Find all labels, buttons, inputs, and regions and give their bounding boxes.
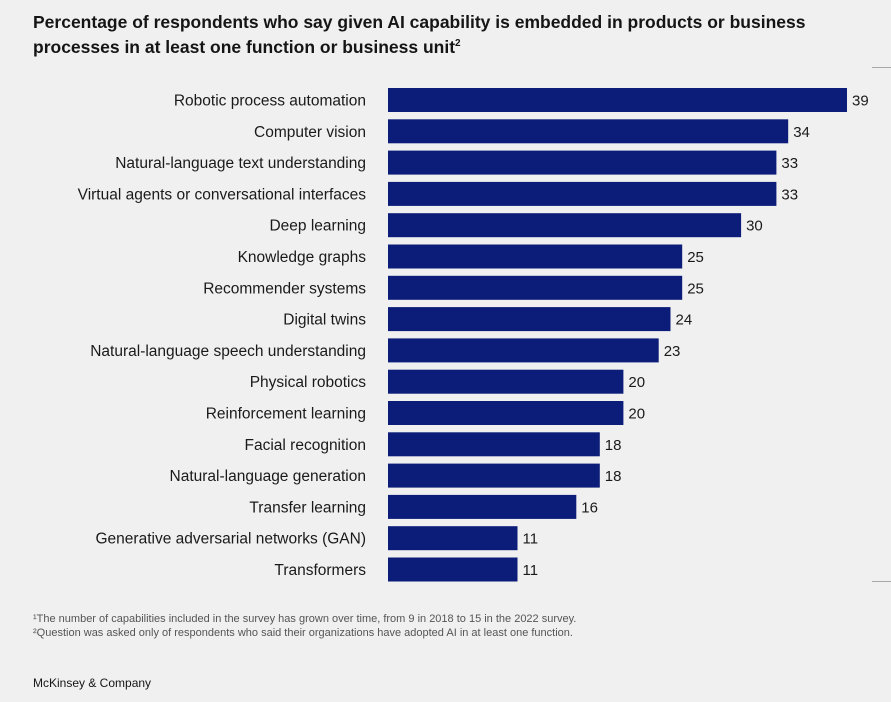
category-label: Reinforcement learning [206, 406, 366, 423]
bar [388, 557, 518, 582]
bar [388, 463, 600, 488]
bar [388, 119, 789, 144]
bar [388, 181, 777, 206]
bar [388, 526, 518, 551]
bar [388, 213, 742, 238]
bar [388, 150, 777, 175]
footnote-1: ¹The number of capabilities included in … [33, 613, 577, 625]
bar [388, 244, 683, 269]
category-label: Natural-language text understanding [115, 155, 366, 172]
bar [388, 88, 847, 112]
value-label: 18 [605, 437, 622, 454]
chart-title-text: Percentage of respondents who say given … [33, 12, 806, 57]
category-label: Computer vision [254, 124, 366, 141]
category-label: Natural-language speech understanding [90, 343, 366, 360]
category-label: Facial recognition [245, 437, 366, 454]
chart-title: Percentage of respondents who say given … [33, 10, 863, 60]
category-label: Virtual agents or conversational interfa… [78, 186, 367, 203]
value-label: 33 [781, 155, 798, 172]
category-label: Transfer learning [249, 499, 366, 516]
footnotes: ¹The number of capabilities included in … [33, 612, 576, 640]
value-label: 20 [628, 406, 645, 423]
top-divider [872, 67, 891, 68]
bar [388, 401, 624, 425]
category-label: Transformers [274, 562, 366, 579]
category-label: Natural-language generation [170, 468, 366, 485]
value-label: 30 [746, 218, 763, 235]
category-label: Generative adversarial networks (GAN) [96, 531, 367, 548]
bar [388, 432, 600, 457]
value-label: 25 [687, 280, 704, 297]
category-label: Knowledge graphs [238, 249, 367, 266]
value-label: 39 [852, 93, 869, 110]
bar [388, 369, 624, 394]
value-label: 20 [628, 374, 645, 391]
value-label: 18 [605, 468, 622, 485]
bar [388, 307, 671, 332]
bar [388, 275, 683, 300]
category-label: Physical robotics [250, 374, 367, 391]
title-footnote-mark: 2 [455, 38, 461, 50]
value-label: 11 [523, 562, 539, 579]
value-label: 23 [664, 343, 681, 360]
category-label: Recommender systems [203, 280, 366, 297]
bar-chart: Robotic process automation 39 Computer vis… [78, 88, 869, 582]
footnote-2: ²Question was asked only of respondents … [33, 627, 573, 639]
brand-name: McKinsey & Company [33, 676, 152, 690]
value-label: 33 [781, 186, 798, 203]
category-label: Digital twins [283, 312, 366, 329]
value-label: 25 [687, 249, 704, 266]
category-label: Deep learning [269, 218, 366, 235]
value-label: 11 [523, 531, 539, 548]
category-label: Robotic process automation [174, 93, 366, 110]
value-label: 16 [581, 499, 598, 516]
bottom-divider [872, 581, 891, 582]
bar [388, 494, 577, 519]
bar [388, 338, 659, 363]
value-label: 24 [676, 312, 693, 329]
value-label: 34 [793, 124, 810, 141]
